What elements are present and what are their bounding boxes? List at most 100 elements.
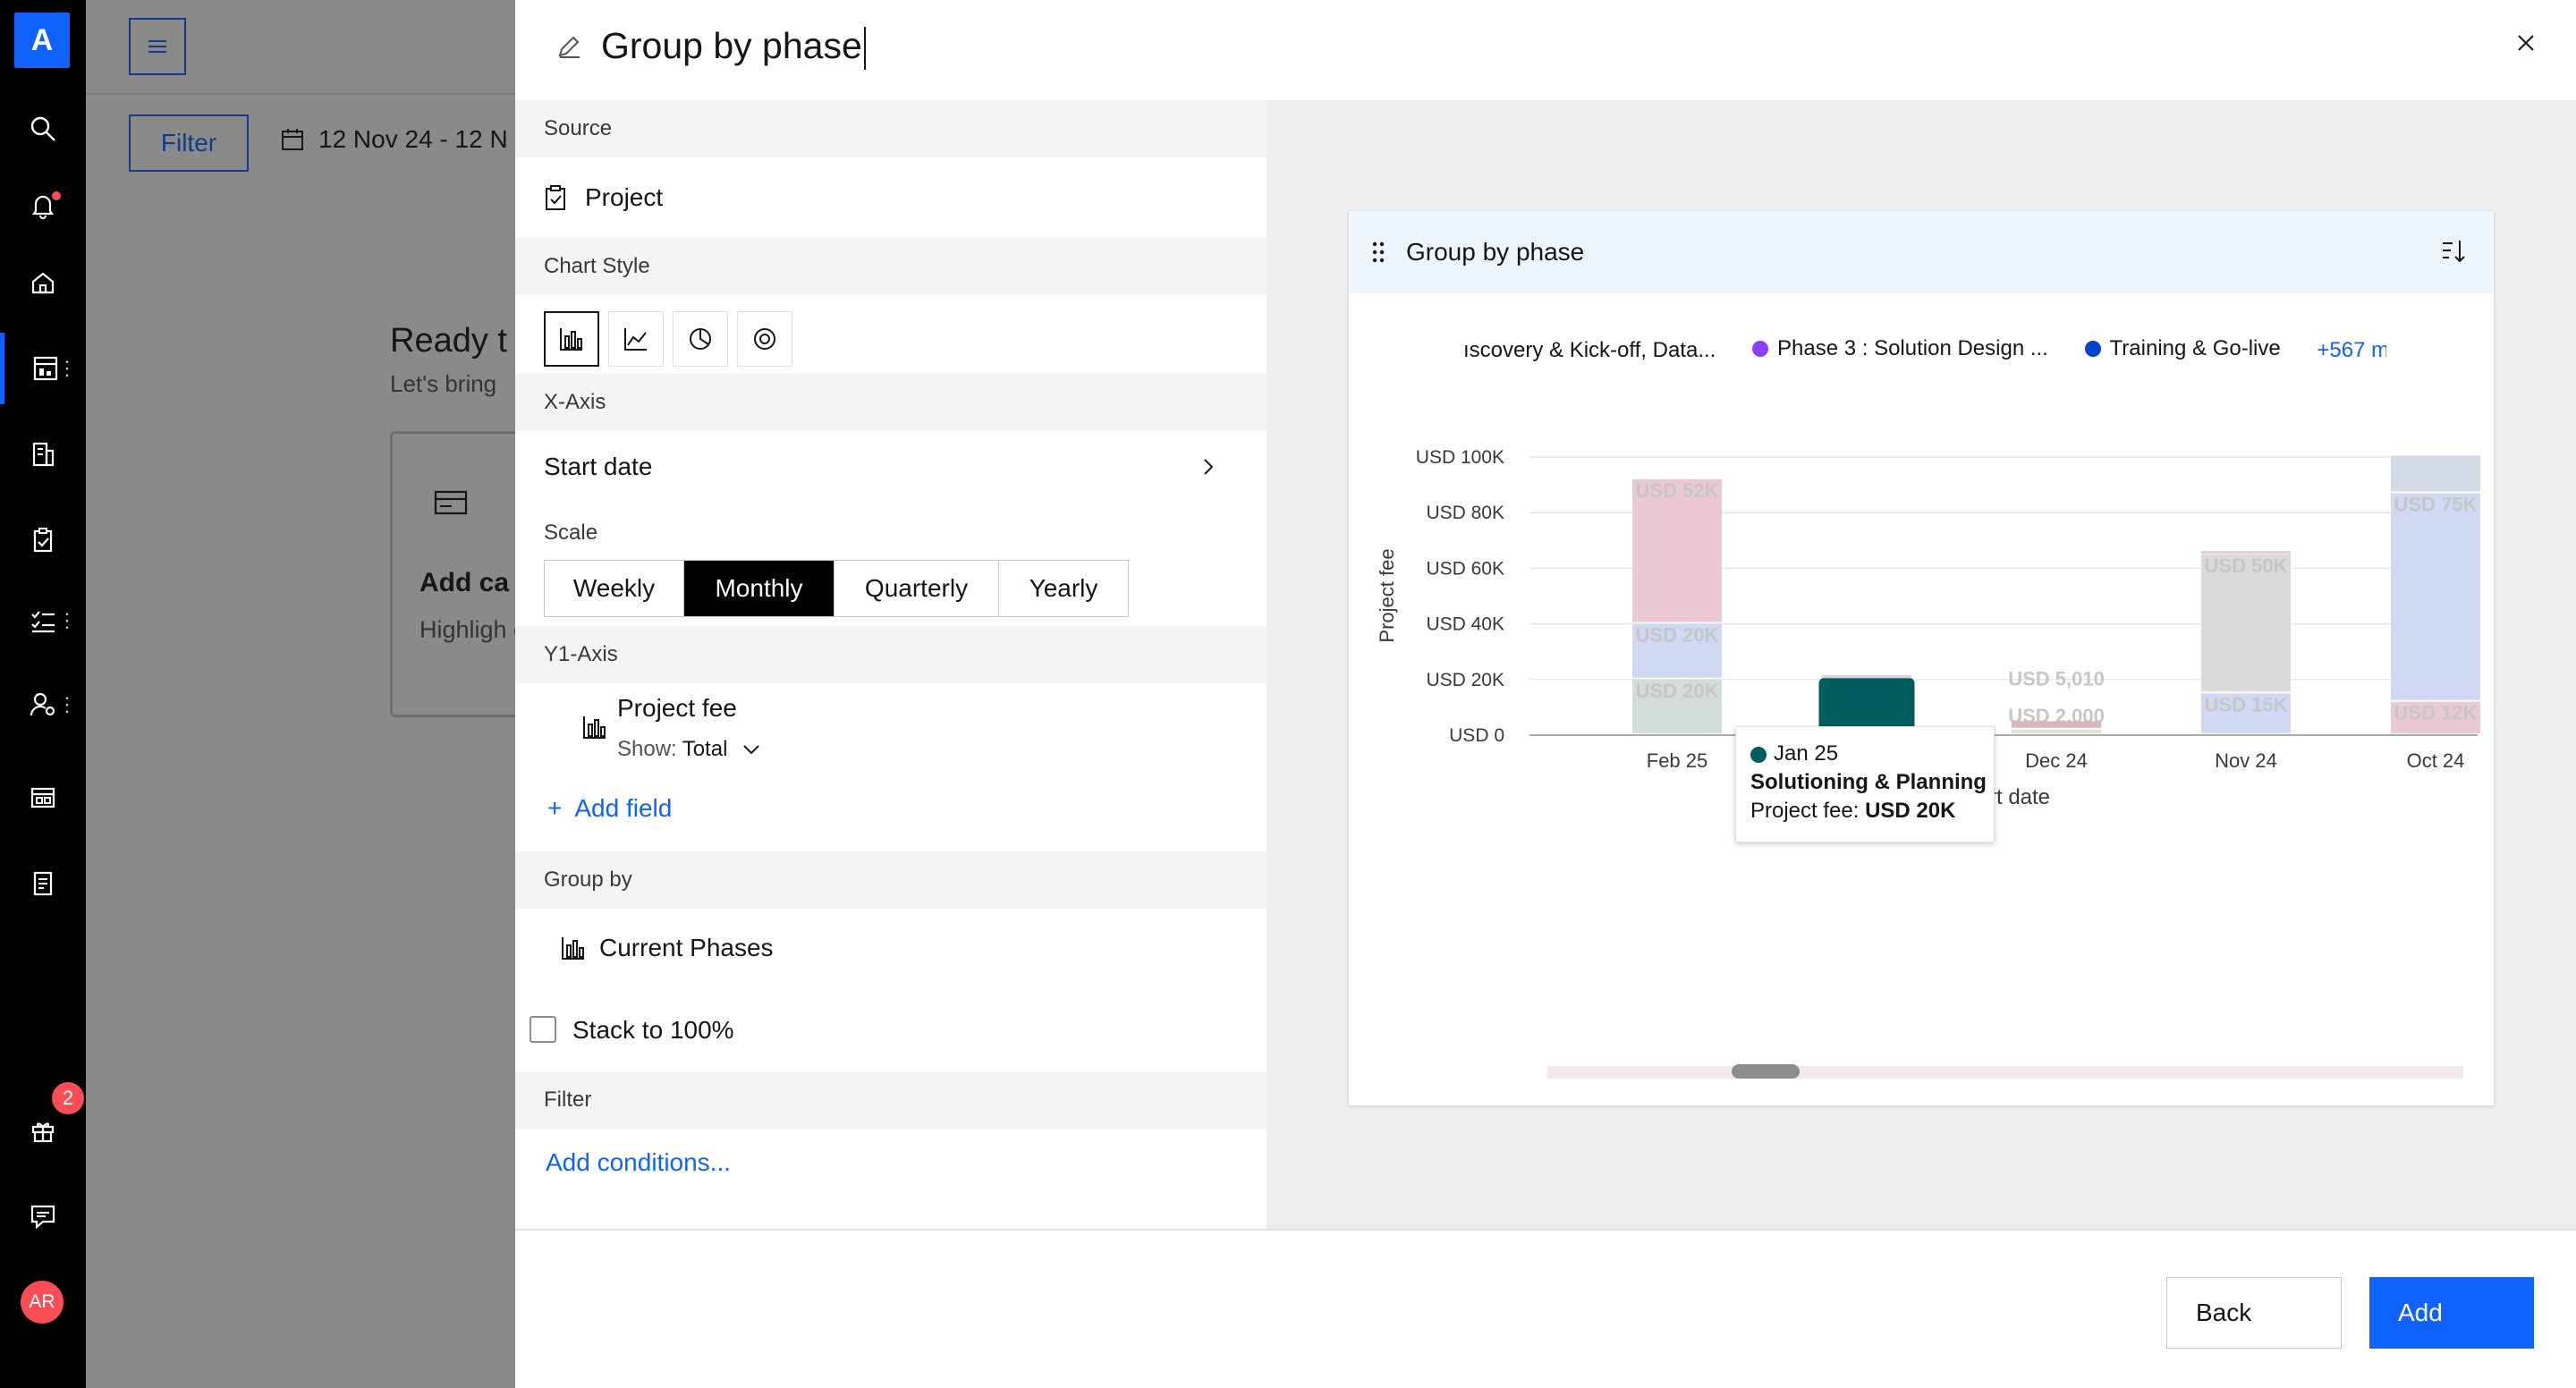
x-axis-field-select[interactable]: Start date — [544, 449, 1250, 485]
bar-segment — [1632, 478, 1722, 622]
tooltip-value: USD 20K — [1865, 799, 1956, 823]
section-header-y1-axis: Y1-Axis — [515, 626, 1267, 683]
stack-to-100-checkbox[interactable] — [530, 1016, 556, 1043]
scale-yearly[interactable]: Yearly — [999, 561, 1128, 616]
app-logo[interactable]: A — [14, 13, 70, 68]
back-button[interactable]: Back — [2166, 1277, 2342, 1349]
legend-swatch — [1752, 341, 1768, 357]
legend-label: ıscovery & Kick-off, Data... — [1463, 338, 1716, 362]
x-tick-label: Feb 25 — [1647, 749, 1708, 772]
tooltip-label: Project fee: — [1750, 799, 1860, 823]
section-header-filter: Filter — [515, 1071, 1267, 1129]
close-button[interactable] — [2508, 25, 2544, 61]
more-options-icon[interactable]: ⋮ — [57, 609, 77, 631]
legend-item[interactable]: Training & Go-live — [2084, 336, 2281, 361]
y1-show-select[interactable]: Show: Total — [617, 737, 761, 762]
search-icon[interactable] — [0, 93, 86, 165]
y-axis-title: Project fee — [1376, 548, 1398, 642]
scale-weekly[interactable]: Weekly — [545, 561, 684, 616]
legend-item[interactable]: ıscovery & Kick-off, Data... — [1463, 338, 1716, 363]
tooltip-date: Jan 25 — [1774, 741, 1839, 766]
bar-value-label: USD 20K — [1636, 624, 1719, 647]
add-field-link[interactable]: + Add field — [547, 794, 672, 823]
chart-title-text: Group by phase — [601, 25, 862, 66]
user-settings-icon[interactable]: ⋮ — [0, 669, 86, 741]
receipt-icon[interactable] — [0, 848, 86, 919]
x-tick-label: Nov 24 — [2215, 749, 2277, 772]
modal-footer: Back Add — [515, 1229, 2576, 1388]
add-field-label: Add field — [574, 794, 673, 822]
bar-segment — [2012, 729, 2101, 733]
scale-quarterly[interactable]: Quarterly — [835, 561, 999, 616]
chart-card-title: Group by phase — [1406, 238, 1585, 266]
chevron-down-icon — [743, 745, 760, 755]
y1-field-name[interactable]: Project fee — [617, 694, 737, 722]
bar-segment — [2391, 493, 2480, 700]
bar-value-label: USD 20K — [1636, 680, 1719, 702]
legend-label: Training & Go-live — [2109, 336, 2281, 360]
legend-swatch — [2084, 341, 2101, 357]
bar-value-label: USD 5,010 — [2008, 667, 2105, 690]
clipboard-icon[interactable] — [0, 504, 86, 576]
x-axis-field-value: Start date — [544, 453, 653, 480]
pie-chart-style-button[interactable] — [673, 311, 728, 367]
sort-descending-icon[interactable] — [2440, 238, 2467, 269]
bar-segment — [1632, 623, 1722, 678]
donut-chart-style-button[interactable] — [737, 311, 792, 367]
add-button[interactable]: Add — [2369, 1277, 2534, 1349]
chart-card-header: Group by phase — [1349, 211, 2494, 293]
text-cursor — [863, 27, 866, 71]
legend-label: Phase 3 : Solution Design ... — [1777, 336, 2048, 360]
y-tick-label: USD 100K — [1416, 447, 1504, 468]
y-tick-label: USD 80K — [1426, 503, 1504, 523]
bar-segment — [2391, 455, 2480, 492]
group-by-field-select[interactable]: Current Phases — [560, 934, 774, 962]
plus-icon: + — [547, 794, 563, 822]
edit-pencil-icon — [556, 34, 581, 59]
drag-handle-icon[interactable] — [1372, 241, 1385, 267]
dashboard-icon[interactable]: ⋮ — [0, 333, 86, 404]
scale-label: Scale — [544, 520, 598, 545]
stacked-bar-chart: USD 0 USD 20K USD 40K USD 60K USD 80K USD 100… — [1376, 447, 2480, 809]
tooltip-series: Solutioning & Planning — [1750, 770, 1987, 794]
y1-show-value: Total — [682, 737, 728, 761]
section-header-group-by: Group by — [515, 851, 1267, 909]
bar-value-label: USD 15K — [2205, 693, 2288, 715]
notification-dot — [50, 190, 63, 202]
bar-chart-icon — [581, 714, 608, 745]
scale-segmented-control: Weekly Monthly Quarterly Yearly — [544, 560, 1129, 617]
task-list-icon[interactable]: ⋮ — [0, 585, 86, 656]
template-icon[interactable] — [0, 762, 86, 834]
bar-segment — [2012, 721, 2101, 728]
source-select[interactable]: Project — [544, 175, 663, 220]
line-chart-style-button[interactable] — [608, 311, 664, 367]
bar-segment — [1822, 675, 1911, 679]
avatar[interactable]: AR — [21, 1281, 64, 1324]
chart-scroll-track[interactable] — [1547, 1066, 2463, 1079]
source-value: Project — [585, 183, 664, 211]
chart-legend: ıscovery & Kick-off, Data... Phase 3 : S… — [1463, 336, 2386, 372]
chart-config-modal: Group by phase Source Project Chart Styl… — [515, 0, 2576, 1388]
y-tick-label: USD 60K — [1426, 558, 1504, 579]
bar-chart-icon — [562, 937, 584, 960]
scale-monthly[interactable]: Monthly — [684, 561, 835, 616]
building-icon[interactable] — [0, 419, 86, 490]
clipboard-icon — [546, 185, 565, 210]
bar-value-label: USD 52K — [1636, 479, 1719, 502]
chart-title-input[interactable]: Group by phase — [601, 25, 866, 71]
home-icon[interactable] — [0, 247, 86, 318]
bar-segment — [1632, 679, 1722, 733]
legend-more-link[interactable]: +567 m — [2317, 338, 2386, 362]
notification-bell-icon[interactable] — [0, 170, 86, 241]
more-options-icon[interactable]: ⋮ — [57, 693, 77, 715]
section-header-chart-style: Chart Style — [515, 238, 1267, 295]
chart-card: Group by phase ıscovery & Kick-off, Data… — [1349, 211, 2494, 1105]
gift-icon[interactable] — [0, 1095, 86, 1166]
add-conditions-link[interactable]: Add conditions... — [546, 1148, 732, 1176]
legend-item[interactable]: Phase 3 : Solution Design ... — [1752, 336, 2048, 361]
more-options-icon[interactable]: ⋮ — [57, 357, 77, 379]
chart-scroll-thumb[interactable] — [1732, 1064, 1800, 1079]
bar-chart-style-button[interactable] — [544, 311, 599, 367]
chat-icon[interactable] — [0, 1181, 86, 1252]
bar-segment — [2201, 693, 2291, 733]
